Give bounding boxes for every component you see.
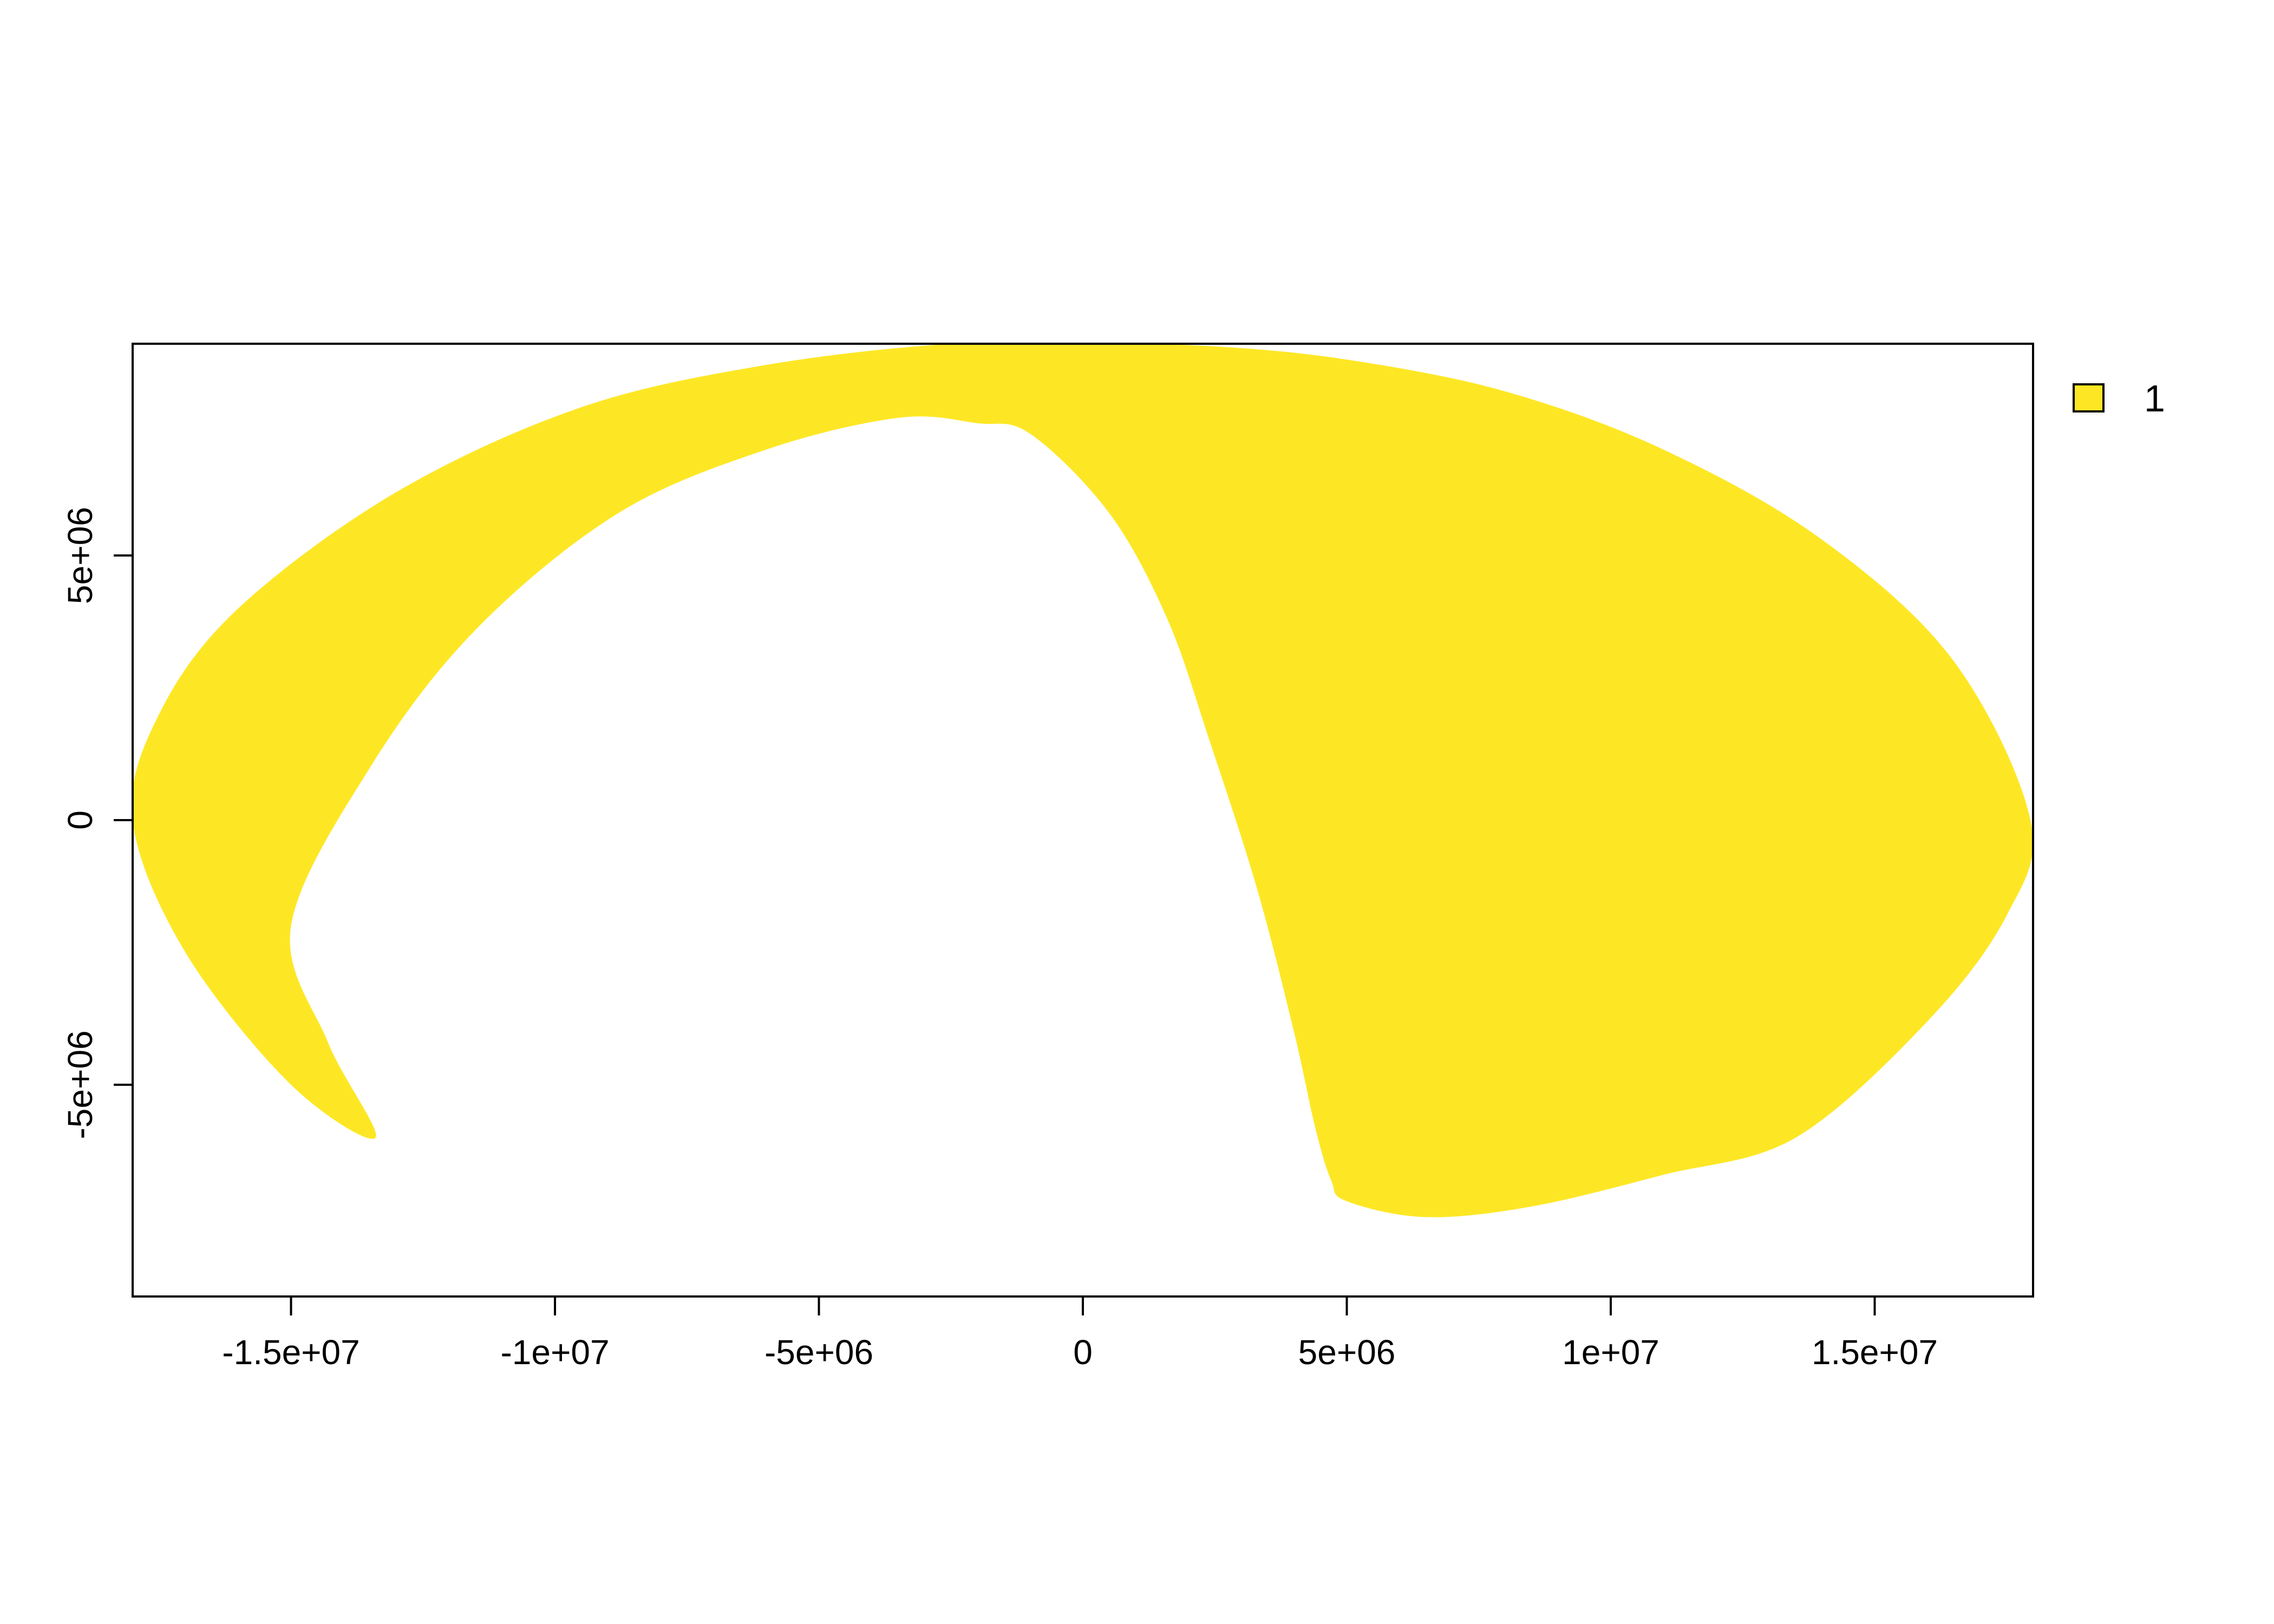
x-tick-label: 1.5e+07 <box>1812 1333 1938 1372</box>
x-tick-label: -5e+06 <box>764 1333 873 1372</box>
x-tick-label: 5e+06 <box>1298 1333 1396 1372</box>
legend-label: 1 <box>2144 377 2165 420</box>
y-tick-label: 5e+06 <box>61 507 100 604</box>
x-tick-label: 0 <box>1073 1333 1093 1372</box>
legend: 1 <box>2073 377 2165 420</box>
x-axis: -1.5e+07 -1e+07 -5e+06 0 5e+06 1e+07 1.5e+07 <box>222 1295 1938 1372</box>
x-tick-label: 1e+07 <box>1562 1333 1659 1372</box>
plot-border <box>132 343 2034 1298</box>
x-tick-label: -1.5e+07 <box>222 1333 360 1372</box>
y-tick-label: -5e+06 <box>61 1030 100 1139</box>
y-tick-label: 0 <box>61 810 100 830</box>
y-axis: -5e+06 0 5e+06 <box>61 507 134 1139</box>
value-1-region <box>133 344 2033 1217</box>
raster-layer <box>133 344 2033 1217</box>
x-tick-label: -1e+07 <box>500 1333 609 1372</box>
legend-swatch <box>2073 383 2105 412</box>
